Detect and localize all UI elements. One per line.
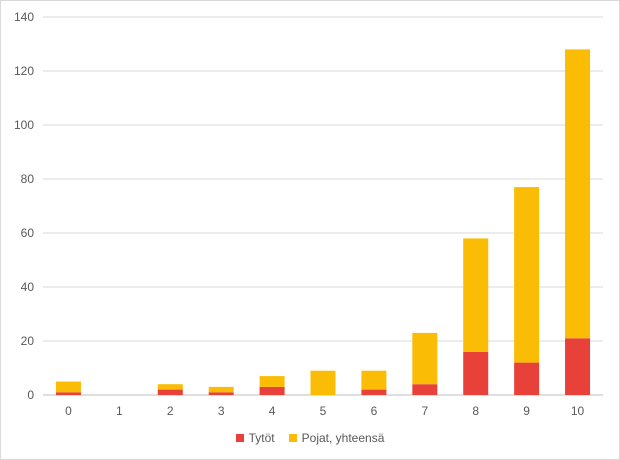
bar-girls — [514, 362, 540, 395]
bar-boys — [157, 384, 183, 390]
y-tick-label: 60 — [21, 226, 35, 240]
y-tick-label: 80 — [21, 172, 35, 186]
x-axis-ticks: 0 1 2 3 4 5 6 7 8 9 10 — [65, 404, 584, 418]
legend: Tytöt Pojat, yhteensä — [1, 431, 619, 445]
x-tick-label: 0 — [65, 404, 72, 418]
bar-boys — [565, 49, 591, 339]
y-tick-label: 140 — [14, 10, 34, 24]
bar-girls — [55, 392, 81, 395]
bar-boys — [463, 238, 489, 352]
bar-girls — [157, 389, 183, 395]
bar-girls — [259, 386, 285, 395]
x-tick-label: 8 — [472, 404, 479, 418]
bar-boys — [514, 187, 540, 363]
bar-boys — [208, 386, 234, 393]
bar-girls — [463, 351, 489, 395]
legend-item-boys: Pojat, yhteensä — [288, 431, 385, 445]
x-tick-label: 9 — [523, 404, 530, 418]
bar-girls — [208, 392, 234, 395]
x-tick-label: 5 — [320, 404, 327, 418]
legend-label-girls: Tytöt — [248, 431, 275, 445]
legend-item-girls: Tytöt — [235, 431, 275, 445]
bar-girls — [565, 338, 591, 395]
y-tick-label: 40 — [21, 280, 35, 294]
bar-girls — [361, 389, 387, 395]
bar-boys — [361, 370, 387, 390]
y-tick-label: 100 — [14, 118, 34, 132]
stacked-bar-chart: 0 20 40 60 80 100 120 140 0 1 2 3 4 5 6 7 8 9 10 — [14, 10, 603, 418]
bars — [55, 49, 591, 395]
legend-swatch-girls — [235, 434, 244, 442]
legend-swatch-boys — [288, 434, 297, 442]
bar-boys — [259, 376, 285, 387]
x-tick-label: 2 — [167, 404, 174, 418]
x-tick-label: 1 — [116, 404, 123, 418]
x-tick-label: 10 — [571, 404, 585, 418]
bar-girls — [412, 384, 438, 395]
bar-boys — [55, 381, 81, 393]
legend-label-boys: Pojat, yhteensä — [301, 431, 385, 445]
x-tick-label: 4 — [269, 404, 276, 418]
x-tick-label: 7 — [421, 404, 428, 418]
y-tick-label: 120 — [14, 64, 34, 78]
y-axis-ticks: 0 20 40 60 80 100 120 140 — [14, 10, 34, 402]
x-tick-label: 6 — [371, 404, 378, 418]
gridlines — [43, 16, 603, 396]
x-tick-label: 3 — [218, 404, 225, 418]
y-tick-label: 20 — [21, 334, 35, 348]
y-tick-label: 0 — [27, 388, 34, 402]
bar-boys — [412, 332, 438, 385]
bar-boys — [310, 370, 336, 395]
